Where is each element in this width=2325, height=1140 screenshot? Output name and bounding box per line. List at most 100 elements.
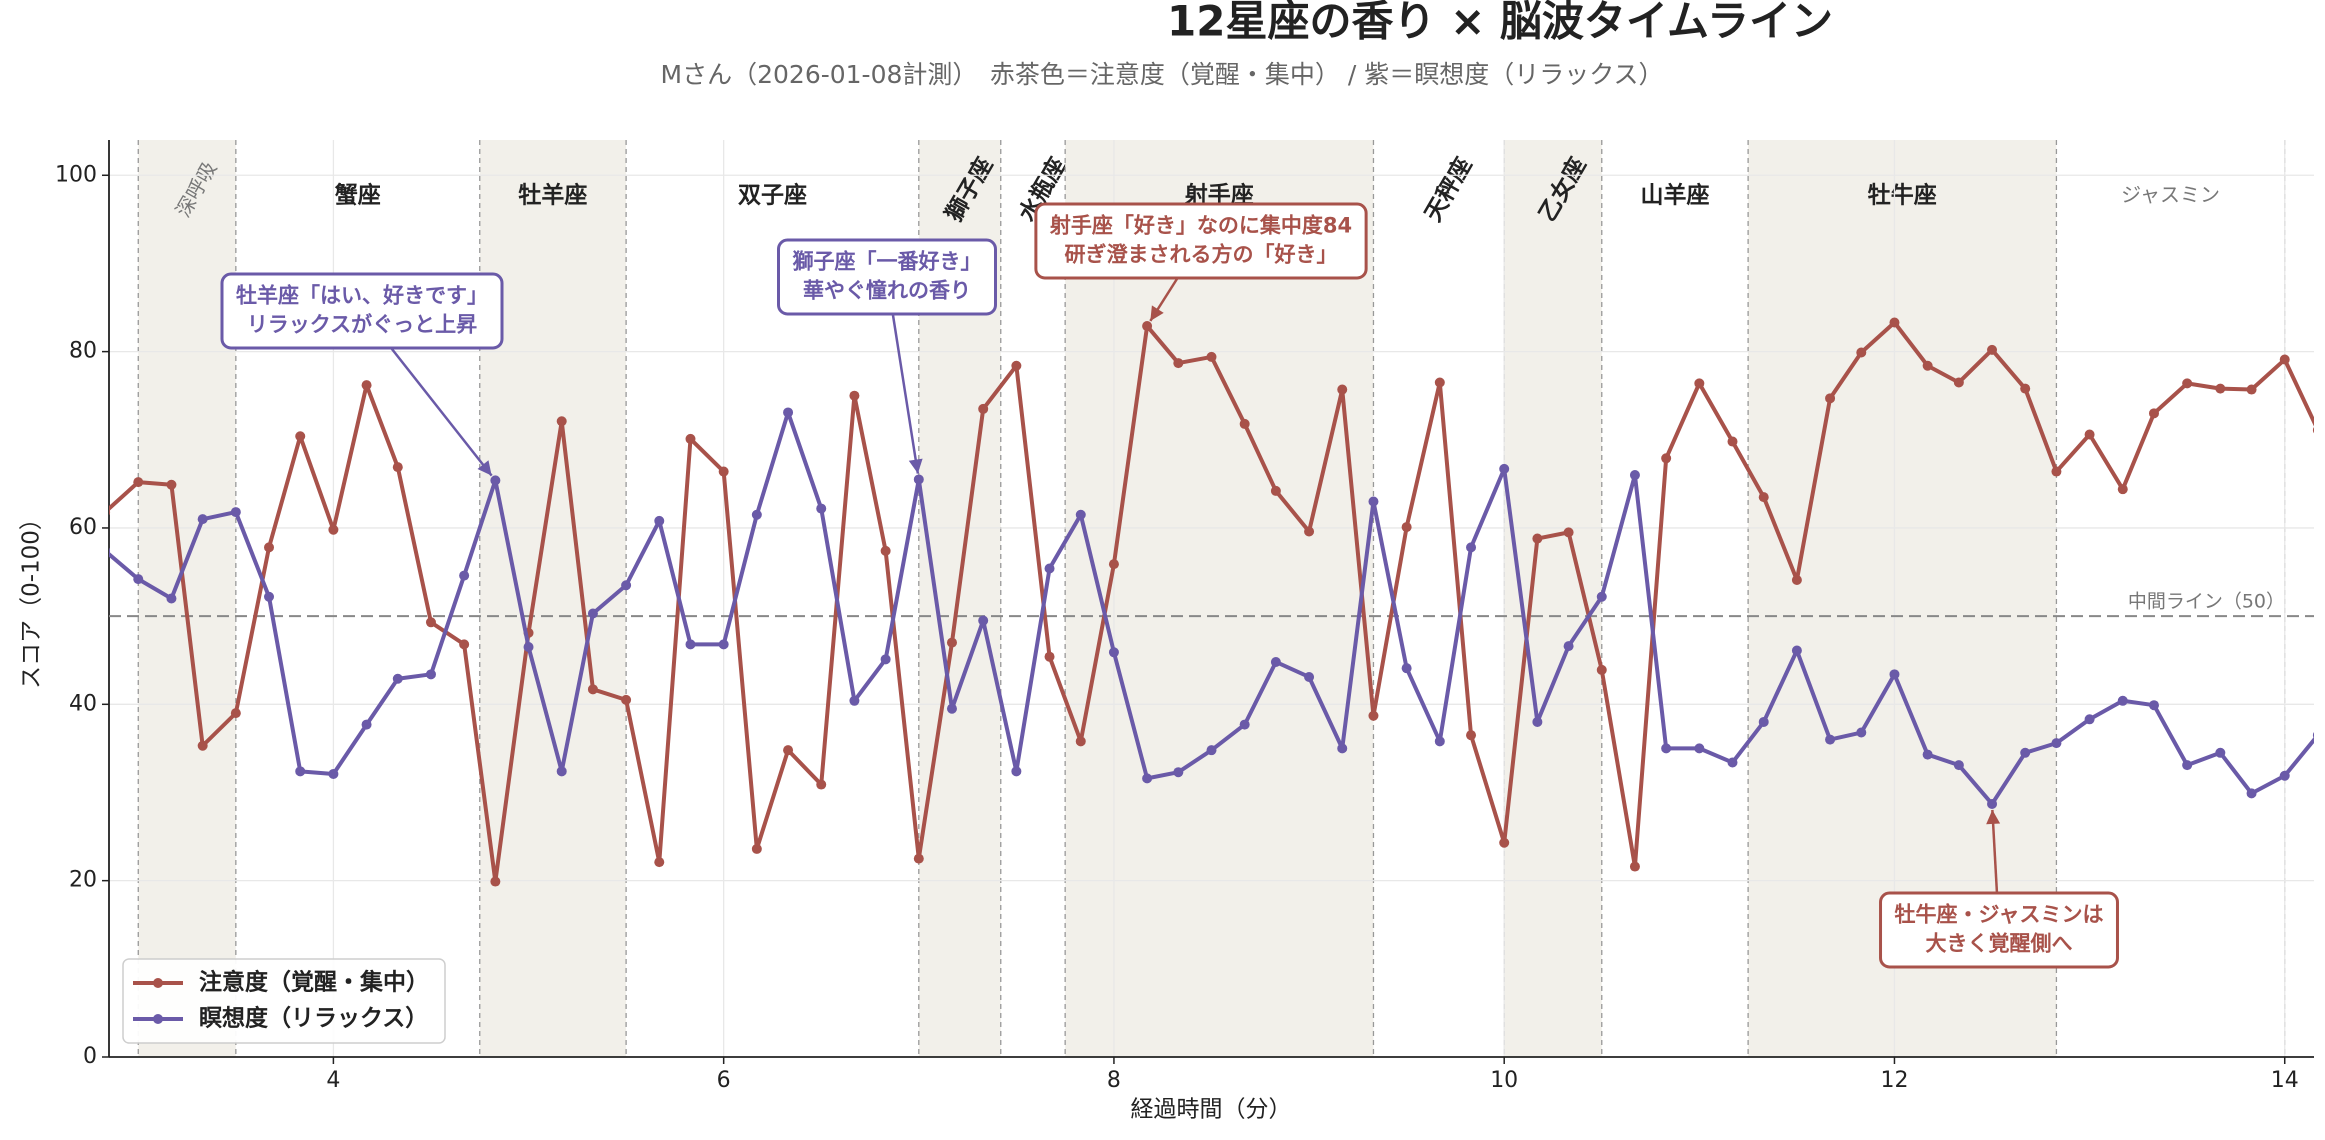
data-point xyxy=(1889,669,1900,680)
data-point xyxy=(1011,766,1022,777)
data-point xyxy=(1075,736,1086,747)
x-tick-label: 6 xyxy=(717,1068,731,1093)
data-point xyxy=(783,407,794,418)
annotation-arrow xyxy=(390,347,493,477)
zone-label: 牡羊座 xyxy=(518,182,587,209)
data-point xyxy=(587,608,598,619)
data-point xyxy=(1629,470,1640,481)
data-point xyxy=(946,703,957,714)
data-point xyxy=(1563,641,1574,652)
zone-label: 蟹座 xyxy=(335,182,381,209)
data-point xyxy=(1401,522,1412,533)
data-point xyxy=(1239,418,1250,429)
data-point xyxy=(1922,749,1933,760)
data-point xyxy=(1044,563,1055,574)
data-point xyxy=(1173,358,1184,369)
x-tick-label: 4 xyxy=(326,1068,340,1093)
data-point xyxy=(109,508,111,516)
data-point xyxy=(1661,743,1672,754)
plot-area xyxy=(109,317,2314,887)
annotation-box xyxy=(777,238,997,316)
data-point xyxy=(1270,656,1281,667)
legend-box xyxy=(122,958,446,1044)
data-point xyxy=(1856,347,1867,358)
x-axis-label: 経過時間（分） xyxy=(1131,1097,1292,1123)
data-point xyxy=(2312,732,2314,739)
y-tick-label: 100 xyxy=(55,162,97,187)
x-tick-label: 10 xyxy=(1490,1068,1518,1093)
data-point xyxy=(2084,714,2095,725)
data-point xyxy=(2246,788,2257,799)
data-point xyxy=(1499,463,1510,474)
data-point xyxy=(392,462,403,473)
data-point xyxy=(1532,716,1543,727)
data-point xyxy=(1727,436,1738,447)
data-point xyxy=(392,673,403,684)
data-point xyxy=(328,524,339,535)
data-point xyxy=(1304,671,1315,682)
data-point xyxy=(946,637,957,648)
data-point xyxy=(2084,429,2095,440)
y-tick-label: 60 xyxy=(69,515,97,540)
data-point xyxy=(230,507,241,518)
data-point xyxy=(2279,354,2290,365)
y-tick-label: 20 xyxy=(69,868,97,893)
annotation: 射手座「好き」なのに集中度84 研ぎ澄まされる方の「好き」 xyxy=(1034,202,1368,322)
data-point xyxy=(425,617,436,628)
data-point xyxy=(295,766,306,777)
data-point xyxy=(2215,747,2226,758)
data-point xyxy=(621,694,632,705)
data-point xyxy=(654,515,665,526)
data-point xyxy=(133,574,144,585)
zone-label: 牡牛座 xyxy=(1868,182,1937,209)
data-point xyxy=(2051,466,2062,477)
data-point xyxy=(1401,663,1412,674)
data-point xyxy=(978,615,989,626)
data-point xyxy=(1953,377,1964,388)
data-point xyxy=(718,466,729,477)
data-point xyxy=(685,639,696,650)
data-point xyxy=(1304,526,1315,537)
data-point xyxy=(1532,533,1543,544)
data-point xyxy=(913,474,924,485)
data-point xyxy=(1856,727,1867,738)
data-point xyxy=(1596,664,1607,675)
data-point xyxy=(849,695,860,706)
data-point xyxy=(166,479,177,490)
data-point xyxy=(1337,743,1348,754)
data-point xyxy=(109,547,111,555)
annotation-text: 研ぎ澄まされる方の「好き」 xyxy=(1065,243,1338,267)
data-point xyxy=(1596,591,1607,602)
data-point xyxy=(2051,738,2062,749)
annotation-text: 射手座「好き」なのに集中度84 xyxy=(1049,214,1352,238)
data-point xyxy=(1434,736,1445,747)
legend-label: 注意度（覚醒・集中） xyxy=(199,969,429,996)
arrow-head xyxy=(1986,809,2001,825)
data-point xyxy=(816,779,827,790)
data-point xyxy=(978,403,989,414)
annotation-box xyxy=(1034,202,1368,280)
data-point xyxy=(361,719,372,730)
data-point xyxy=(2020,747,2031,758)
y-tick-label: 0 xyxy=(83,1044,97,1069)
data-point xyxy=(1337,384,1348,395)
zone-label: 山羊座 xyxy=(1640,182,1709,209)
chart-subtitle: Mさん（2026-01-08計測） 赤茶色＝注意度（覚醒・集中） / 紫＝瞑想度… xyxy=(661,60,1664,89)
y-tick-label: 40 xyxy=(69,691,97,716)
data-point xyxy=(849,390,860,401)
data-point xyxy=(1368,496,1379,507)
x-tick-label: 12 xyxy=(1880,1068,1908,1093)
data-point xyxy=(230,708,241,719)
legend-label: 瞑想度（リラックス） xyxy=(199,1005,428,1032)
data-point xyxy=(621,580,632,591)
annotation-text: リラックスがぐっと上昇 xyxy=(247,313,477,337)
arrow-head xyxy=(477,460,492,476)
data-point xyxy=(2117,484,2128,495)
data-point xyxy=(2312,426,2314,434)
data-point xyxy=(2215,383,2226,394)
data-point xyxy=(1825,734,1836,745)
data-point xyxy=(2117,695,2128,706)
legend-marker xyxy=(153,1014,163,1024)
